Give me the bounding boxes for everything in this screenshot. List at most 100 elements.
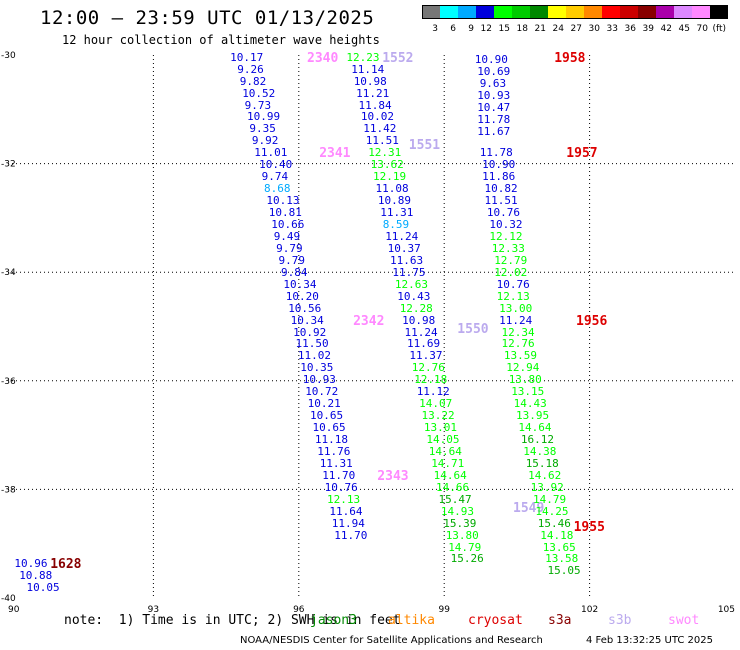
wave-height-value: 13.95 [516, 409, 550, 423]
wave-height-value: 12.13 [327, 492, 361, 506]
wave-height-value: 10.90 [482, 158, 516, 172]
y-tick-label: -32 [1, 160, 16, 170]
legend-label: 45 [679, 24, 690, 33]
legend-swatch [692, 5, 710, 19]
legend-label: (ft) [712, 24, 726, 33]
x-tick-label: 105 [718, 605, 735, 615]
wave-height-value: 15.05 [547, 564, 581, 578]
legend-swatch [620, 5, 638, 19]
wave-height-value: 14.62 [528, 468, 562, 482]
wave-height-value: 12.94 [506, 361, 540, 375]
wave-height-value: 9.63 [479, 77, 507, 91]
wave-height-value: 11.70 [322, 468, 356, 482]
wave-height-value: 10.05 [26, 581, 60, 595]
page-subtitle: 12 hour collection of altimeter wave hei… [62, 33, 380, 47]
wave-height-value: 11.14 [351, 62, 385, 76]
wave-height-value: 14.79 [448, 540, 482, 554]
legend-label: 36 [625, 24, 637, 33]
wave-height-value: 11.12 [416, 385, 450, 399]
pass-number-label: 1956 [576, 313, 608, 329]
wave-height-value: 10.20 [285, 289, 319, 303]
pass-number-label: 1551 [408, 137, 441, 153]
wave-height-value: 12.02 [494, 265, 528, 279]
mission-cryosat: cryosat [468, 613, 523, 628]
wave-height-value: 15.18 [525, 456, 559, 470]
legend-label: 27 [571, 24, 582, 33]
legend-swatch [566, 5, 584, 19]
wave-height-value: 11.69 [407, 337, 441, 351]
legend-swatch [548, 5, 566, 19]
wave-height-value: 11.63 [390, 253, 424, 267]
wave-height-value: 9.84 [281, 265, 308, 279]
legend-swatch [422, 5, 440, 19]
wave-height-value: 10.92 [293, 325, 327, 339]
pass-number-label: 1958 [554, 50, 586, 66]
wave-height-value: 11.18 [314, 433, 349, 446]
page-title: 12:00 – 23:59 UTC 01/13/2025 [40, 7, 375, 29]
legend-swatch [512, 5, 530, 19]
wave-height-value: 13.59 [503, 349, 538, 363]
wave-height-value: 11.02 [297, 349, 332, 363]
wave-height-value: 11.78 [477, 113, 511, 127]
y-tick-label: -34 [1, 268, 16, 278]
wave-height-value: 12.19 [373, 170, 407, 184]
y-tick-label: -40 [1, 594, 16, 604]
wave-height-value: 13.22 [421, 409, 455, 423]
wave-height-value: 10.99 [247, 110, 281, 124]
wave-height-value: 10.35 [300, 361, 334, 375]
wave-height-value: 14.18 [540, 528, 574, 542]
wave-height-value: 15.47 [438, 492, 472, 506]
wave-height-value: 11.21 [356, 86, 390, 100]
pass-number-label: 2343 [377, 468, 409, 484]
wave-height-value: 14.38 [523, 444, 557, 458]
wave-height-value: 10.76 [496, 277, 530, 291]
wave-height-value: 10.34 [290, 313, 324, 327]
legend-label: 9 [468, 24, 474, 33]
wave-height-value: 10.76 [324, 480, 358, 494]
legend-swatch [476, 5, 494, 19]
wave-height-value: 12.23 [346, 50, 380, 64]
wave-height-value: 12.79 [494, 253, 528, 267]
legend-swatch [602, 5, 620, 19]
mission-jason3: jason3 [310, 613, 357, 628]
wave-height-value: 14.43 [513, 397, 547, 411]
wave-height-value: 10.43 [397, 289, 431, 303]
wave-height-value: 10.34 [283, 277, 317, 291]
legend-swatch [458, 5, 476, 19]
legend-label: 12 [481, 24, 492, 33]
wave-height-value: 11.75 [392, 265, 426, 279]
wave-height-value: 13.00 [499, 301, 533, 315]
wave-height-value: 11.64 [329, 504, 363, 518]
pass-number-label: 1552 [382, 50, 414, 66]
wave-height-value: 14.25 [535, 504, 569, 518]
wave-height-value: 12.18 [414, 373, 448, 387]
wave-height-value: 11.24 [499, 313, 533, 327]
wave-height-value: 13.92 [530, 480, 564, 494]
wave-height-value: 14.64 [428, 444, 462, 458]
generated-timestamp: 4 Feb 13:32:25 UTC 2025 [586, 635, 713, 646]
wave-height-value: 9.92 [251, 134, 279, 148]
wave-height-value: 13.01 [423, 421, 458, 434]
mission-s3a: s3a [548, 613, 572, 628]
legend-swatch [494, 5, 512, 19]
wave-height-value: 11.70 [334, 528, 368, 542]
wave-height-value: 10.76 [486, 206, 521, 219]
footer-note: note: 1) Time is in UTC; 2) SWH is in fe… [64, 613, 401, 628]
wave-height-value: 11.51 [365, 134, 399, 148]
wave-height-value: 13.62 [370, 158, 404, 172]
x-tick-label: 90 [8, 605, 20, 615]
wave-height-value: 15.46 [537, 516, 571, 530]
wave-height-value: 10.52 [242, 86, 276, 100]
legend-swatch [674, 5, 692, 19]
wave-height-value: 9.73 [244, 98, 272, 112]
wave-height-value: 9.74 [261, 170, 289, 184]
wave-height-value: 10.98 [353, 74, 387, 88]
wave-height-value: 11.24 [385, 229, 419, 243]
pass-number-label: 1549 [513, 501, 545, 517]
wave-height-value: 11.78 [479, 146, 513, 160]
wave-height-value: 10.47 [477, 101, 511, 115]
wave-height-value: 10.32 [489, 218, 523, 231]
x-tick-label: 96 [293, 605, 305, 615]
pass-number-label: 1550 [457, 322, 489, 338]
legend-label: 33 [607, 24, 618, 33]
